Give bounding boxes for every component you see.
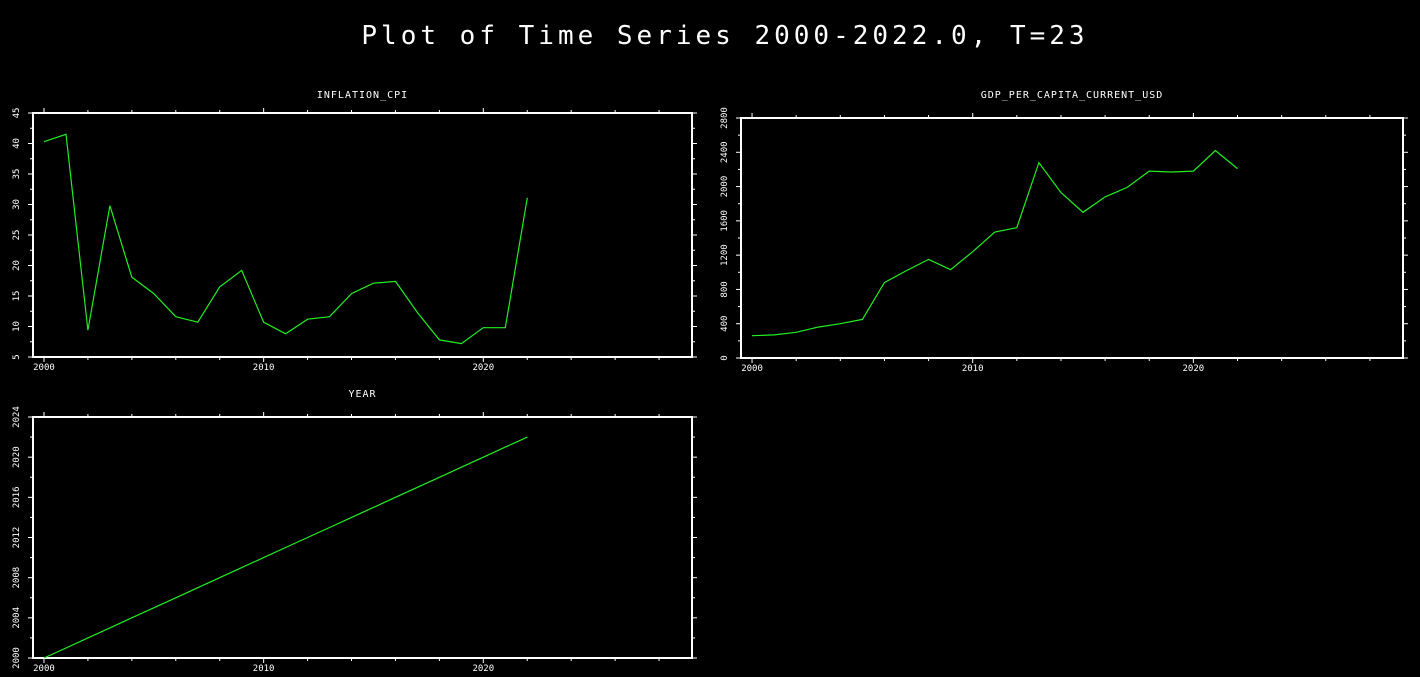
x-tick-label: 2000 [741, 364, 763, 374]
x-tick-label: 2010 [253, 664, 275, 674]
chart-panel-1: INFLATION_CPI 5 10 15 20 25 30 35 40 45 2000 2010 20… [12, 90, 697, 373]
x-tick-label: 2000 [33, 664, 55, 674]
series-line [43, 436, 528, 659]
y-tick-label: 2016 [12, 486, 22, 508]
x-tick-label: 2010 [253, 363, 275, 373]
panel-title: YEAR [348, 389, 376, 400]
y-tick-label: 15 [12, 291, 22, 302]
y-tick-label: 25 [12, 230, 22, 241]
chart-panel-2: GDP_PER_CAPITA_CURRENT_USD 0 400 800 1200 160… [720, 90, 1408, 374]
y-tick-label: 2012 [12, 527, 22, 549]
plot-frame [32, 112, 693, 358]
y-tick-label: 20 [12, 260, 22, 271]
y-tick-label: 5 [12, 354, 22, 359]
plot-frame [740, 117, 1404, 359]
panel-title: GDP_PER_CAPITA_CURRENT_USD [981, 90, 1164, 101]
x-tick-label: 2020 [472, 664, 494, 674]
x-tick-label: 2000 [33, 363, 55, 373]
y-tick-label: 45 [12, 108, 22, 119]
y-tick-label: 2000 [12, 647, 22, 669]
chart-panel-3: YEAR 2000 2004 2008 2012 2016 2020 2024 2000 2010… [12, 389, 697, 674]
y-tick-label: 0 [720, 355, 730, 360]
x-tick-label: 2020 [1183, 364, 1205, 374]
y-tick-label: 1600 [720, 210, 730, 232]
y-tick-label: 10 [12, 321, 22, 332]
y-tick-label: 2000 [720, 176, 730, 198]
y-tick-label: 2800 [720, 107, 730, 129]
y-tick-label: 2008 [12, 567, 22, 589]
x-tick-label: 2020 [472, 363, 494, 373]
y-tick-label: 2400 [720, 141, 730, 163]
y-tick-label: 400 [720, 316, 730, 332]
figure-title: Plot of Time Series 2000-2022.0, T=23 [361, 21, 1088, 51]
y-tick-label: 40 [12, 138, 22, 149]
x-tick-label: 2010 [962, 364, 984, 374]
y-tick-label: 1200 [720, 244, 730, 266]
panel-title: INFLATION_CPI [317, 90, 408, 101]
y-tick-label: 2024 [12, 406, 22, 428]
series-line [751, 149, 1238, 337]
series-line [43, 133, 528, 345]
y-tick-label: 30 [12, 199, 22, 210]
y-tick-label: 35 [12, 169, 22, 180]
y-tick-label: 800 [720, 281, 730, 297]
y-tick-label: 2020 [12, 446, 22, 468]
y-tick-label: 2004 [12, 607, 22, 629]
plot-frame [32, 416, 693, 659]
